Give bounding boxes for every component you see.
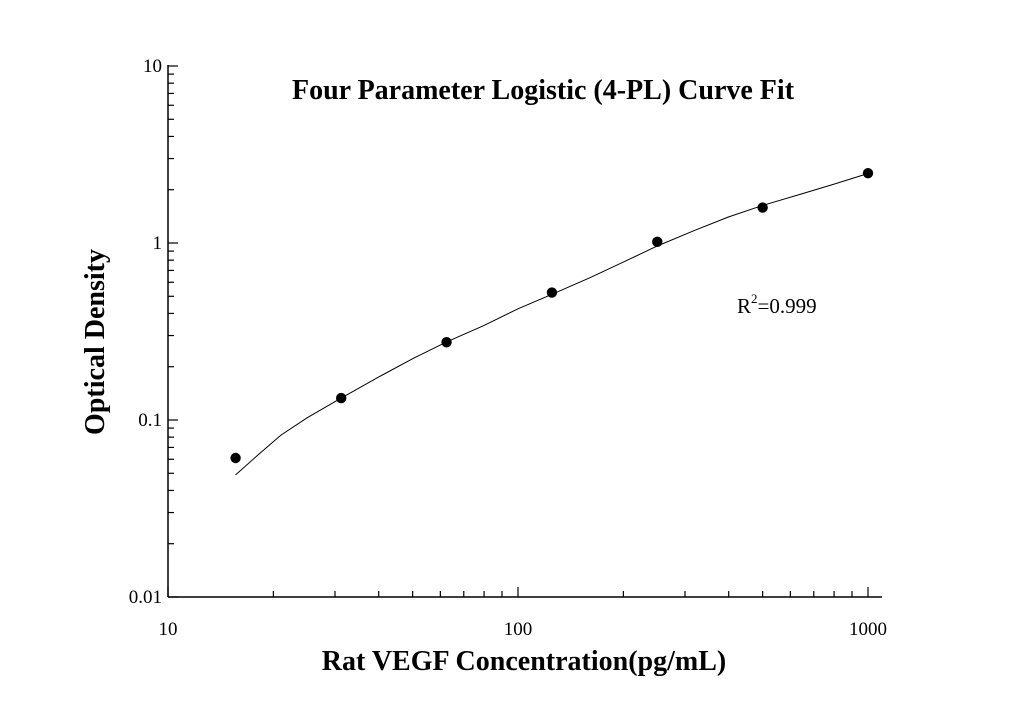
x-tick-label: 1000: [849, 619, 887, 640]
fit-curve: [235, 173, 869, 476]
r-squared-exponent: 2: [751, 291, 758, 306]
data-point: [757, 202, 768, 213]
r-squared-annotation: R2=0.999: [737, 291, 817, 318]
y-tick-label: 0.1: [138, 410, 162, 431]
tick-labels: 10 100 1000 0.01 0.1 1 10: [129, 56, 887, 640]
ticks: [167, 65, 869, 598]
x-tick-label: 10: [159, 619, 178, 640]
data-point: [335, 392, 347, 404]
data-point: [546, 287, 558, 298]
data-points: [230, 167, 874, 464]
data-point: [230, 452, 241, 464]
x-axis-label: Rat VEGF Concentration(pg/mL): [322, 646, 726, 677]
data-point: [441, 337, 452, 348]
axes: [167, 65, 882, 598]
y-tick-label: 1: [153, 233, 163, 254]
r-squared-r: R: [737, 294, 751, 318]
r-squared-value: =0.999: [758, 294, 817, 318]
y-axis-label: Optical Density: [80, 249, 111, 435]
y-tick-label: 10: [143, 56, 162, 77]
y-tick-label: 0.01: [129, 587, 162, 608]
data-point: [862, 167, 874, 179]
chart-title: Four Parameter Logistic (4-PL) Curve Fit: [292, 75, 795, 106]
x-tick-label: 100: [504, 619, 533, 640]
data-point: [652, 236, 663, 248]
